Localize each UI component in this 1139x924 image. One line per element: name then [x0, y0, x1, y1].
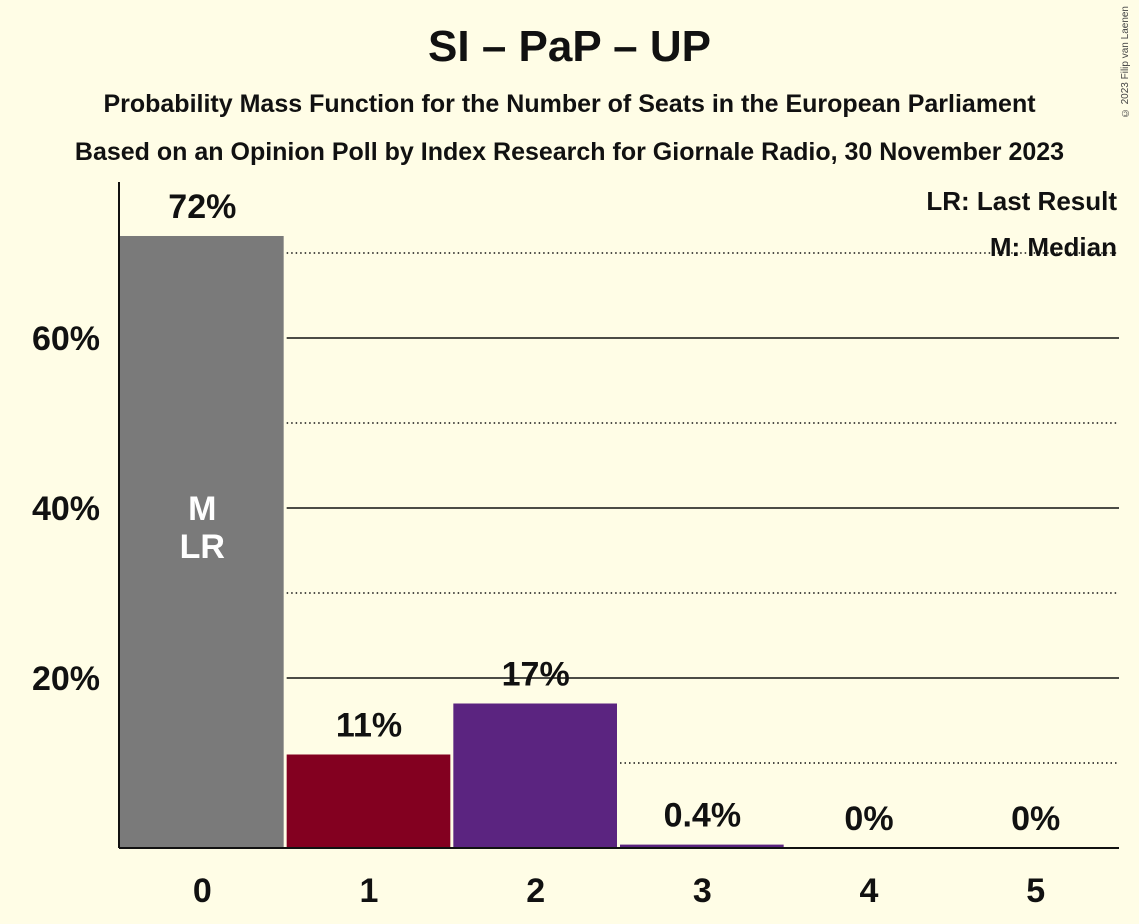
- bar-2: [453, 703, 617, 848]
- bar-1: [286, 754, 451, 848]
- y-tick-label: 40%: [32, 490, 100, 528]
- y-tick-label: 60%: [32, 320, 100, 358]
- bar-value-label: 0%: [844, 800, 893, 838]
- legend-last-result: LR: Last Result: [926, 186, 1117, 216]
- bar-3: [620, 844, 784, 848]
- bar-value-label: 72%: [168, 188, 236, 226]
- chart-subtitle-1: Probability Mass Function for the Number…: [103, 90, 1036, 118]
- bar-value-label: 0%: [1011, 800, 1060, 838]
- bar-value-label: 17%: [502, 655, 570, 693]
- chart-title: SI – PaP – UP: [428, 22, 711, 71]
- axes: [118, 182, 1119, 849]
- bar-value-label: 0.4%: [664, 797, 742, 835]
- x-tick-label: 2: [526, 872, 545, 910]
- bars: [120, 235, 784, 848]
- x-tick-label: 1: [360, 872, 379, 910]
- median-marker: M: [188, 490, 216, 528]
- bar-value-label: 11%: [336, 706, 402, 744]
- tick-labels: 20% 40% 60% 0 1 2 3 4 5: [32, 320, 1045, 910]
- x-tick-label: 0: [193, 872, 212, 910]
- chart-subtitle-2: Based on an Opinion Poll by Index Resear…: [74, 138, 1065, 166]
- bar-0: [120, 235, 284, 848]
- last-result-marker: LR: [180, 528, 225, 566]
- x-tick-label: 3: [693, 872, 712, 910]
- legend-median: M: Median: [990, 232, 1117, 262]
- y-tick-label: 20%: [32, 660, 100, 698]
- bar-value-labels: 72% 11% 17% 0.4% 0% 0% MLR: [168, 188, 1060, 838]
- x-tick-label: 4: [860, 872, 879, 910]
- x-tick-label: 5: [1026, 872, 1045, 910]
- gridlines: [286, 252, 1119, 764]
